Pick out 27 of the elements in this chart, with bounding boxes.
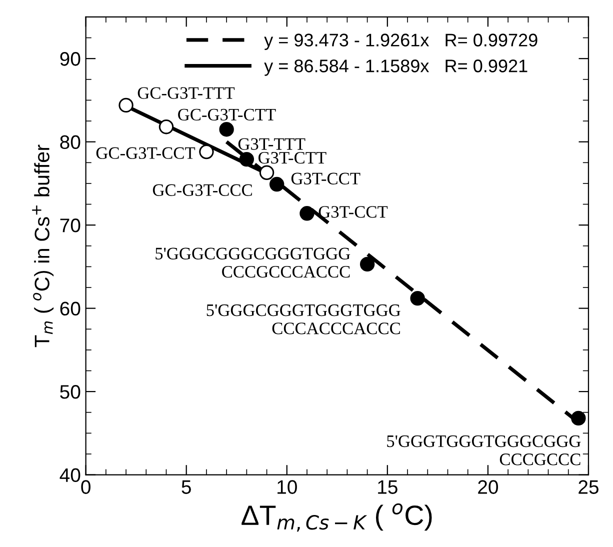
annotation: G3T-CTT	[258, 152, 326, 164]
annotation: GC-G3T-CTT	[178, 108, 276, 121]
annotation: 5'GGGTGGGTGGGCGGG CCCGCCC	[387, 435, 581, 466]
y-tick-label: 40	[60, 468, 80, 482]
x-tick-label: 15	[378, 480, 398, 494]
y-axis-title: T$_{m}$ ( $^{o}$C) in Cs$^{+}$ buffer	[32, 144, 54, 348]
x-axis-title: ΔT$_{m,Cs−K}$ ( $^{o}$C)	[242, 503, 432, 532]
annotation: GC-G3T-CCC	[152, 184, 252, 196]
x-tick-label: 5	[182, 480, 191, 494]
x-tick-label: 25	[578, 480, 598, 494]
y-tick-label: 50	[60, 385, 80, 399]
annotation: G3T-CCT	[291, 172, 360, 184]
y-tick-label: 60	[60, 302, 80, 316]
annotation: 5'GGGCGGGTGGGTGGG CCCACCCACCC	[206, 304, 400, 334]
x-tick-label: 10	[278, 480, 297, 494]
y-tick-label: 80	[60, 135, 80, 150]
x-tick-label: 20	[478, 480, 498, 494]
annotation: G3T-CCT	[318, 206, 388, 218]
y-tick-label: 90	[60, 52, 80, 66]
y-tick-label: 70	[60, 218, 80, 232]
annotation: GC-G3T-TTT	[138, 87, 235, 99]
annotation: G3T-TTT	[238, 138, 306, 150]
annotation: GC-G3T-CCT	[96, 147, 196, 159]
annotation: 5'GGGCGGGCGGGTGGG CCCGCCCACCC	[156, 248, 350, 278]
legend-label: y = 86.584 - 1.1589x R= 0.9921	[264, 60, 528, 76]
legend-label: y = 93.473 - 1.9261x R= 0.99729	[264, 34, 538, 50]
x-tick-label: 0	[81, 480, 90, 494]
